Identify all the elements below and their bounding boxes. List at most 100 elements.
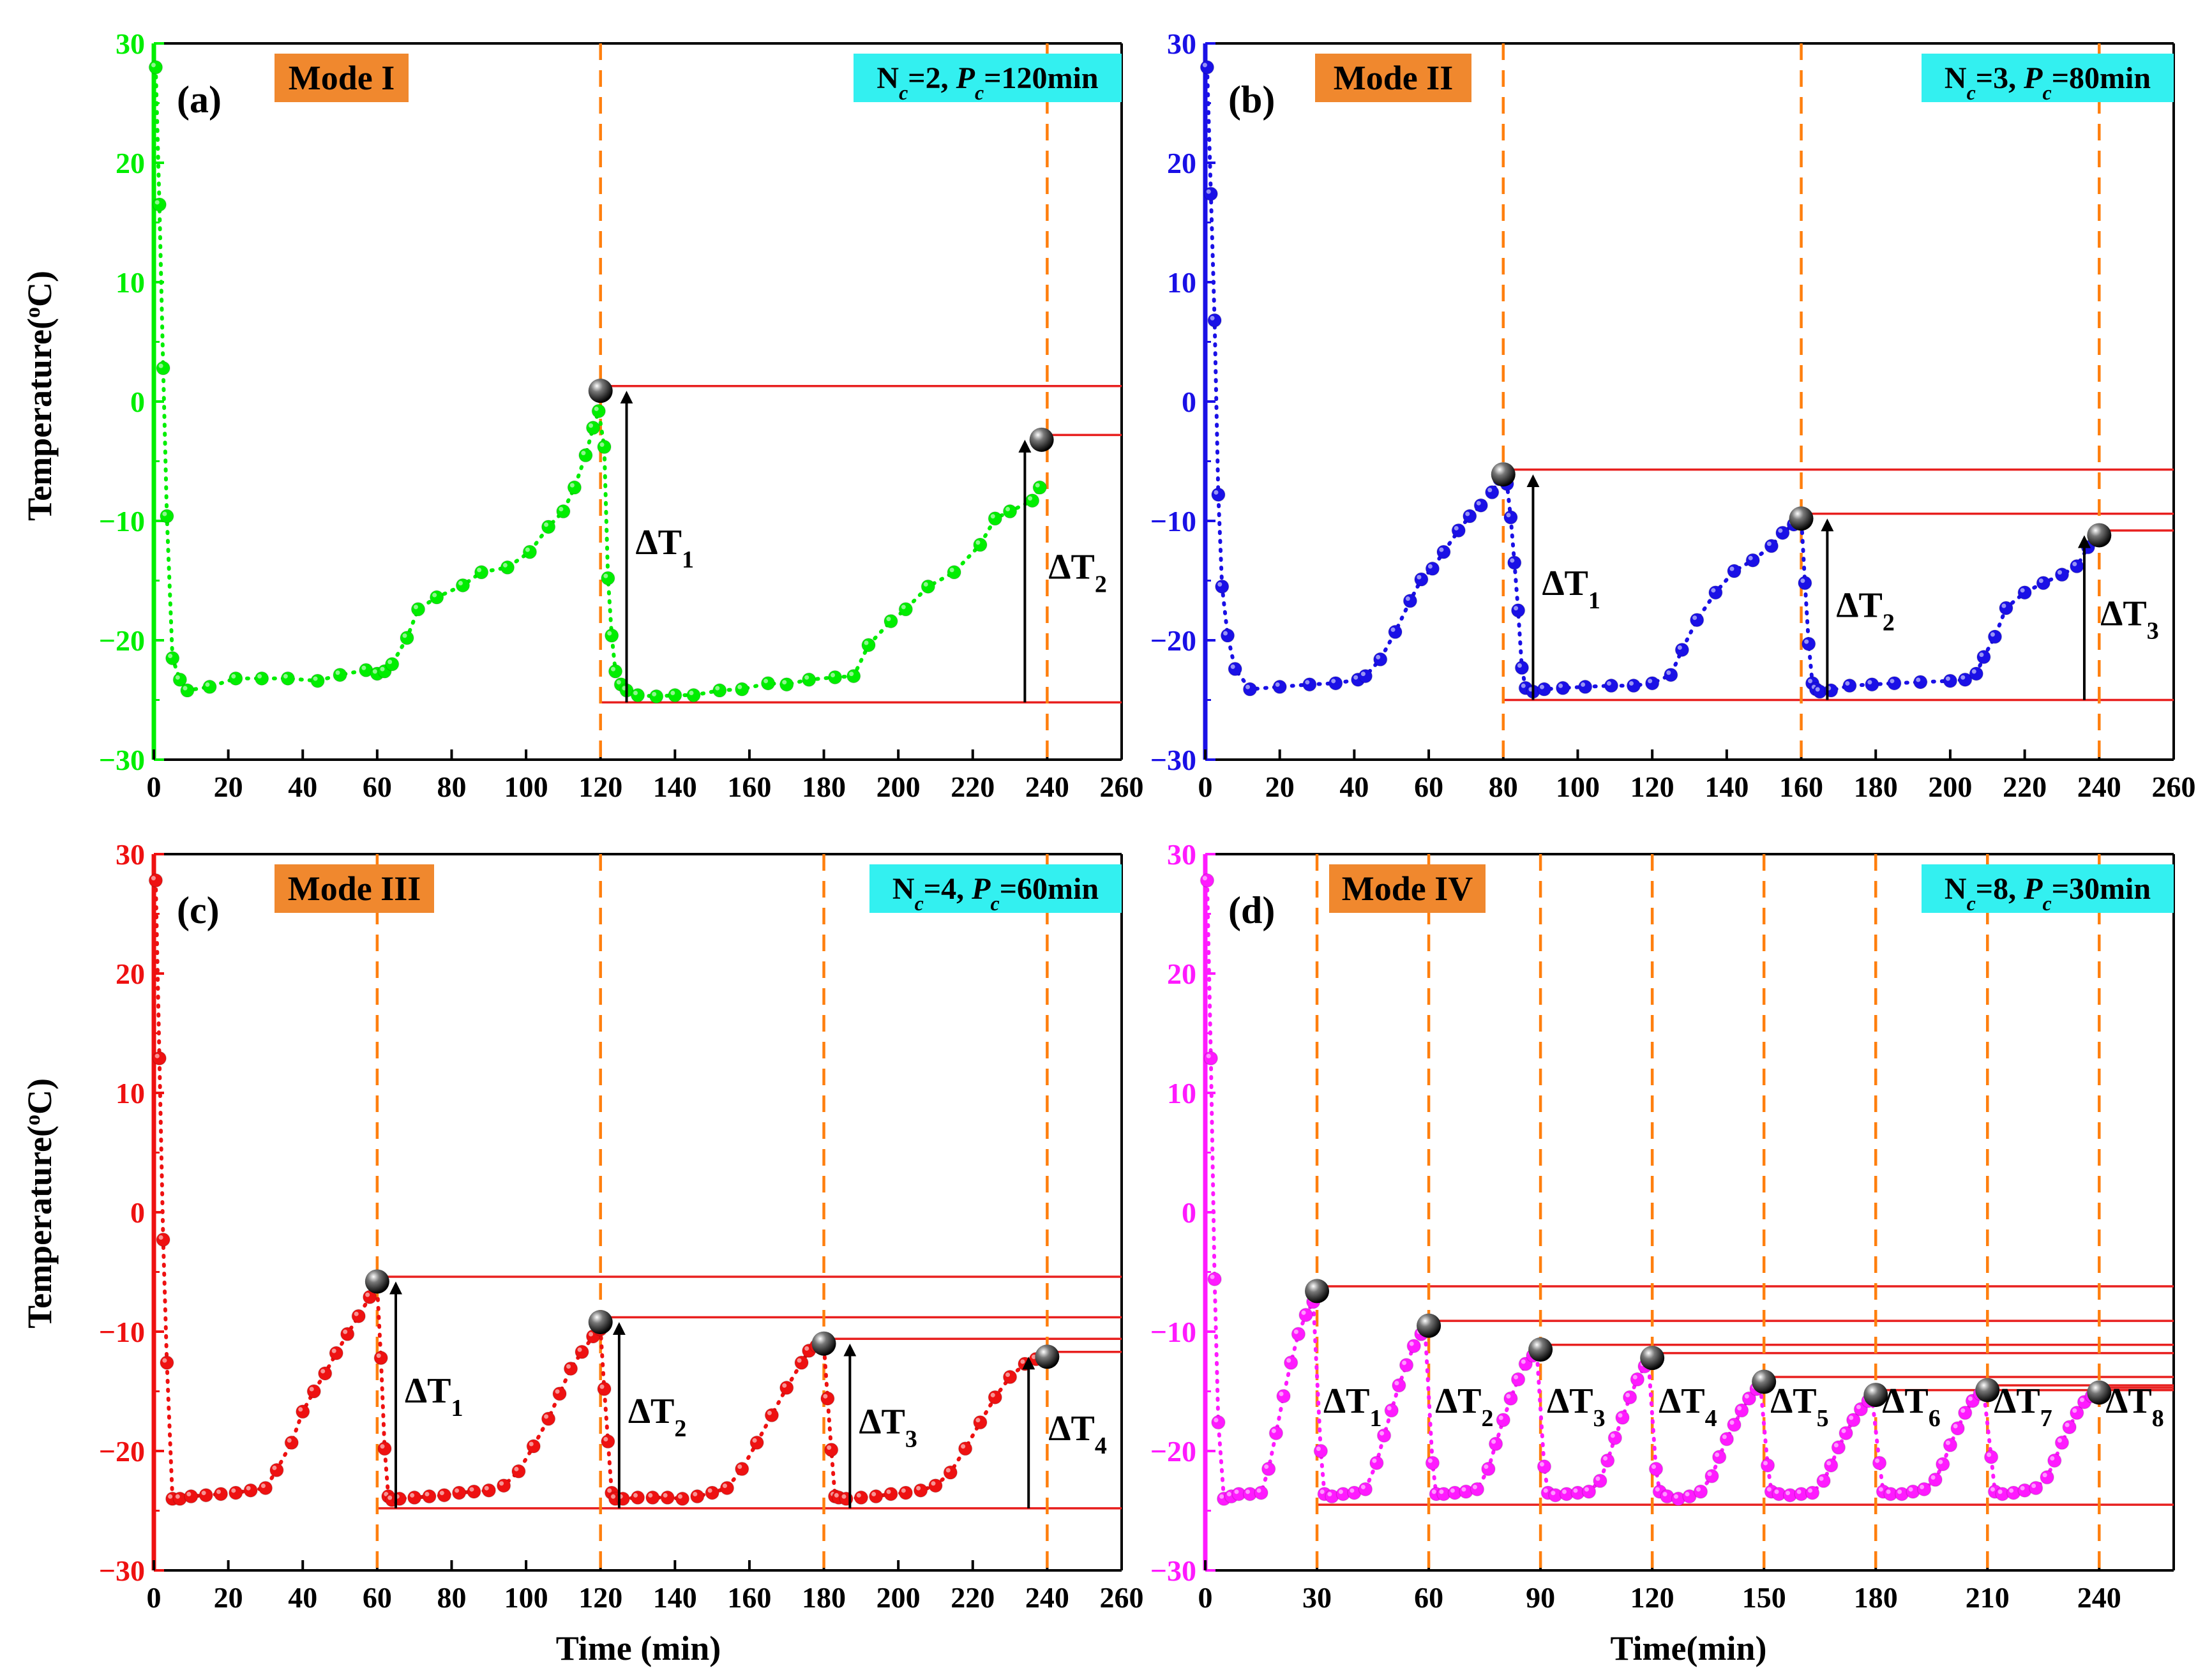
x-tick-label: 60 (363, 1581, 392, 1614)
data-point (500, 560, 515, 575)
data-point-highlight (1916, 677, 1921, 682)
data-point (601, 1434, 615, 1449)
data-point (1664, 667, 1678, 682)
peak-marker (1863, 1383, 1888, 1408)
delta-t-label: ΔT2 (1435, 1381, 1493, 1432)
data-point-highlight (544, 522, 549, 527)
x-tick-label: 20 (214, 1581, 243, 1614)
delta-t-label: ΔT7 (1994, 1381, 2052, 1432)
y-tick-label: 0 (1182, 1196, 1196, 1229)
data-point (1272, 679, 1287, 695)
data-point (1801, 636, 1816, 651)
data-point-highlight (1774, 1489, 1779, 1494)
data-point (2017, 585, 2032, 600)
data-point (1842, 678, 1857, 693)
data-point-highlight (287, 1438, 292, 1443)
data-point (351, 1309, 366, 1323)
data-point-highlight (1960, 675, 1966, 680)
data-point (1298, 1307, 1313, 1323)
data-point-highlight (380, 666, 385, 672)
data-point-highlight (594, 406, 599, 411)
y-tick-label: 20 (116, 958, 145, 990)
data-point-highlight (1696, 1487, 1701, 1492)
data-point (1689, 612, 1704, 628)
data-point-highlight (975, 540, 981, 545)
peak-marker (365, 1269, 389, 1294)
data-point (407, 1490, 422, 1505)
data-point (455, 578, 470, 593)
data-point-highlight (1856, 1404, 1861, 1410)
data-point (1916, 1482, 1932, 1497)
data-point (258, 1480, 273, 1496)
data-point-highlight (1405, 596, 1410, 601)
data-point (1220, 628, 1235, 643)
data-point (1865, 677, 1879, 692)
data-point-highlight (1517, 663, 1522, 668)
data-point (719, 1480, 735, 1496)
data-point-highlight (1214, 490, 1219, 495)
data-point (165, 650, 180, 666)
data-point-highlight (2072, 562, 2077, 567)
data-point (1600, 1453, 1615, 1468)
peak-marker (1789, 506, 1814, 531)
data-point-highlight (425, 1492, 430, 1497)
y-tick-label: 30 (116, 838, 145, 871)
data-point-highlight (616, 680, 621, 685)
data-point-highlight (439, 1491, 444, 1496)
param-label: Nc=3, Pc=80min (1945, 61, 2151, 104)
data-point-highlight (1558, 683, 1563, 688)
data-point-highlight (231, 1488, 236, 1493)
data-point-highlight (1606, 681, 1611, 686)
data-point (1496, 1413, 1511, 1427)
data-point (1872, 1455, 1887, 1470)
data-point-highlight (1293, 1329, 1298, 1334)
data-point (1283, 1355, 1298, 1370)
data-point (591, 403, 606, 419)
data-point (913, 1483, 928, 1498)
data-point-highlight (916, 1485, 921, 1491)
data-point-highlight (1581, 682, 1586, 687)
data-point-highlight (633, 1493, 638, 1498)
data-point-highlight (1214, 1418, 1219, 1423)
x-axis-title-left: Time (min) (556, 1629, 721, 1667)
data-point (2040, 1470, 2054, 1485)
data-point (184, 1489, 199, 1504)
data-point (329, 1346, 343, 1360)
data-point (280, 671, 296, 686)
data-point (1913, 675, 1928, 689)
data-point-highlight (1800, 578, 1805, 583)
data-point-highlight (154, 1053, 160, 1058)
mode-badge (1329, 864, 1486, 913)
data-point (1425, 1455, 1440, 1470)
data-point-highlight (1737, 1406, 1742, 1411)
data-point (712, 683, 727, 698)
y-tick-label: 0 (130, 1196, 145, 1229)
y-tick-label: −30 (1150, 744, 1196, 776)
data-point-highlight (1331, 679, 1336, 684)
data-point-highlight (901, 605, 906, 610)
data-point (1328, 676, 1343, 691)
data-point (541, 1411, 556, 1426)
data-point (156, 1232, 170, 1247)
data-point (1373, 652, 1388, 667)
data-point-highlight (1890, 679, 1895, 684)
data-point (1470, 1482, 1485, 1497)
data-point-highlight (677, 1494, 682, 1499)
data-point-highlight (581, 451, 586, 456)
data-point (1615, 1410, 1630, 1425)
data-point (1745, 553, 1760, 568)
data-point-highlight (1427, 1458, 1433, 1463)
data-point-highlight (1350, 1488, 1355, 1493)
data-point-highlight (1819, 1476, 1824, 1481)
x-tick-label: 120 (578, 771, 622, 803)
data-point (1581, 1484, 1597, 1499)
data-point-highlight (1521, 1359, 1526, 1364)
data-point-highlight (599, 1384, 605, 1389)
data-point-highlight (413, 605, 418, 610)
data-point (1032, 480, 1047, 495)
data-point-highlight (652, 691, 657, 696)
data-point (1215, 579, 1230, 594)
data-point-highlight (2079, 1397, 2084, 1403)
data-point-highlight (1279, 1391, 1284, 1396)
data-point-highlight (2072, 1408, 2077, 1413)
